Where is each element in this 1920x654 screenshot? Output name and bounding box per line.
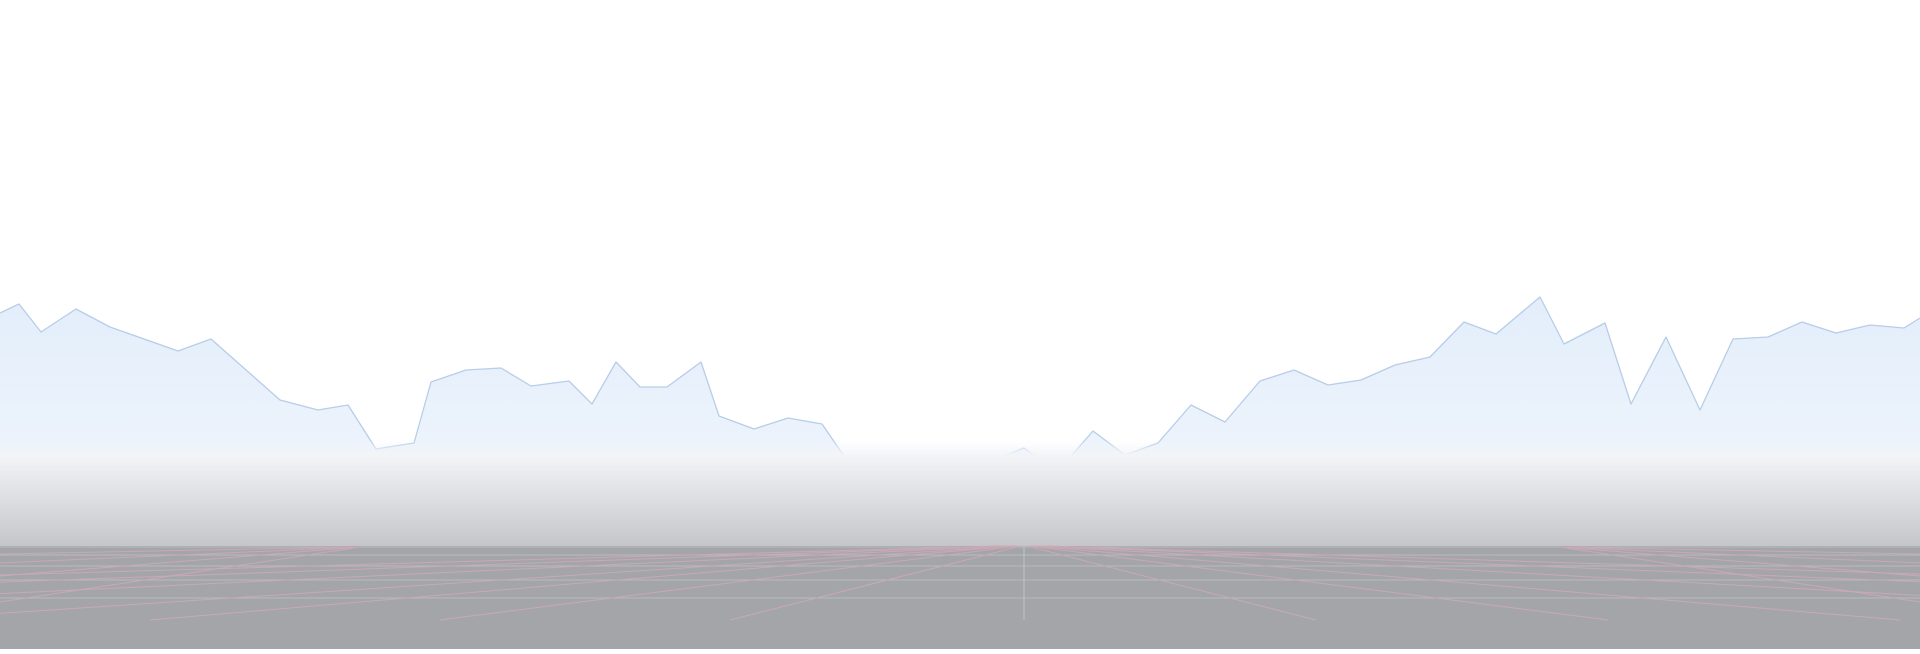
grid-perspective-line [729, 545, 1022, 621]
grid-perspective-line [0, 545, 1013, 614]
grid-perspective-line [0, 546, 361, 577]
grid-perspective-line [1029, 545, 1609, 621]
grid-perspective-line [0, 546, 361, 603]
grid-perspective-line [1026, 545, 1317, 621]
grid-perspective-line [1559, 546, 1920, 577]
grid-perspective-line [1037, 545, 1920, 596]
grid-perspective-line [1559, 546, 1920, 555]
grid-perspective-line [1042, 545, 1920, 583]
horizon-haze [0, 440, 1920, 546]
grid-perspective-line [0, 546, 361, 564]
grid-perspective-line [0, 546, 361, 555]
grid-perspective-line [1559, 546, 1920, 603]
grid-perspective-line [149, 545, 1016, 621]
grid-perspective-line [1047, 545, 1920, 575]
grid-perspective-line [439, 545, 1019, 621]
grid-perspective-line [1559, 546, 1920, 564]
grid-perspective-line [0, 545, 1009, 595]
grid-perspective-line [1032, 545, 1901, 621]
grid-perspective-line [0, 545, 1004, 583]
grid-perspective-line [0, 545, 999, 576]
perspective-grid [0, 545, 1920, 621]
